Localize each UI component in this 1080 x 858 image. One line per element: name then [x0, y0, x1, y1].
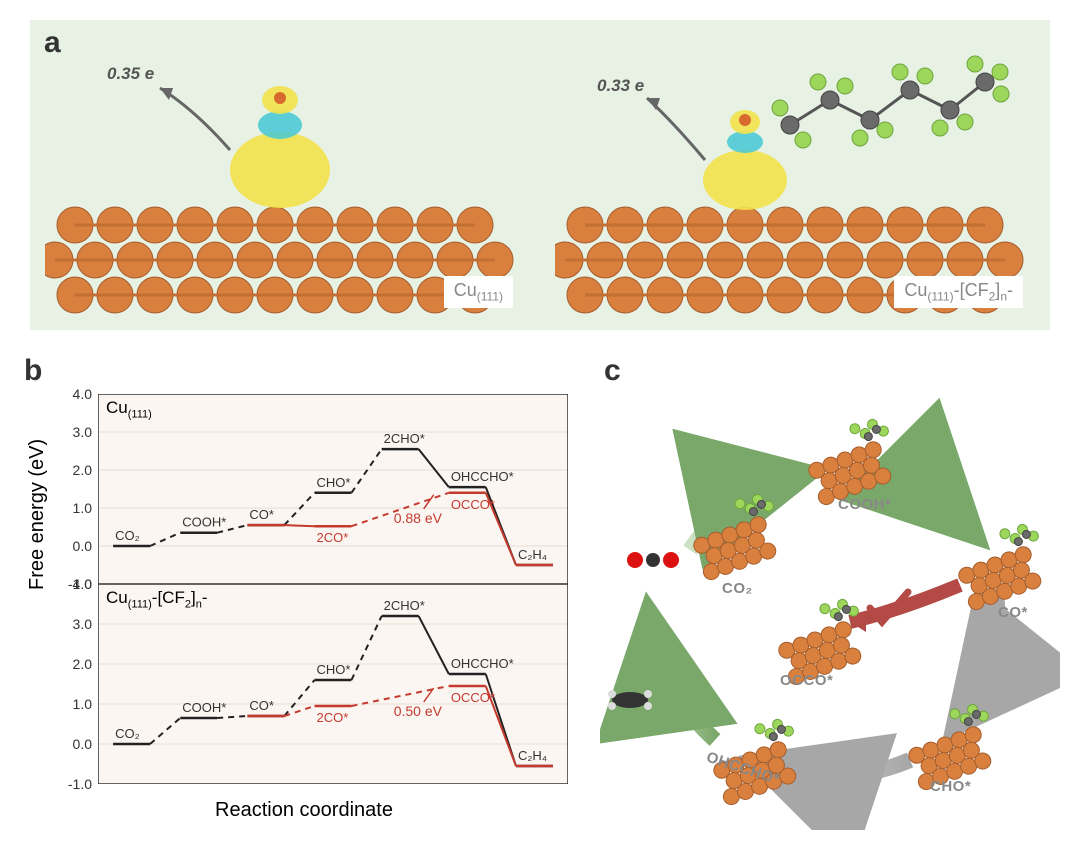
svg-text:2CO*: 2CO*	[317, 710, 349, 725]
badge-text: Cu(111)-[CF2]n-	[904, 280, 1013, 300]
panel-b: b Free energy (eV) Reaction coordinate -…	[24, 360, 584, 830]
svg-text:CO*: CO*	[249, 507, 274, 522]
svg-text:C₂H₄: C₂H₄	[518, 547, 547, 562]
panel-a-right: 0.33 e Cu(111)-[CF2]n-	[555, 30, 1035, 320]
svg-text:0.88 eV: 0.88 eV	[394, 510, 443, 526]
cycle-label-cho: CHO*	[930, 778, 971, 795]
svg-text:COOH*: COOH*	[182, 515, 226, 530]
panel-a: a 0.35 e Cu(111)	[30, 20, 1050, 330]
svg-text:CHO*: CHO*	[317, 662, 351, 677]
charge-label-right: 0.33 e	[597, 76, 644, 96]
cycle-label-co2: CO₂	[722, 580, 753, 597]
svg-text:CHO*: CHO*	[317, 475, 351, 490]
svg-text:2CO*: 2CO*	[317, 530, 349, 545]
free-energy-chart-bottom: -1.00.01.02.03.04.0CO₂COOH*CO*CHO*2CHO*O…	[98, 584, 568, 784]
svg-text:0.50 eV: 0.50 eV	[394, 703, 443, 719]
free-energy-chart-top: -1.00.01.02.03.04.0CO₂COOH*CO*CHO*2CHO*O…	[98, 394, 568, 584]
svg-text:CO₂: CO₂	[115, 528, 140, 543]
surface-badge-left: Cu(111)	[444, 276, 513, 308]
co2-icon	[627, 552, 679, 568]
panel-b-label: b	[24, 354, 42, 388]
svg-text:2CHO*: 2CHO*	[384, 598, 425, 613]
reaction-cycle	[600, 360, 1060, 830]
y-axis-label: Free energy (eV)	[26, 439, 49, 590]
x-axis-label: Reaction coordinate	[215, 799, 393, 822]
surface-badge-right: Cu(111)-[CF2]n-	[894, 276, 1023, 308]
svg-text:OHCCHO*: OHCCHO*	[451, 656, 514, 671]
svg-text:C₂H₄: C₂H₄	[518, 748, 547, 763]
panel-c: c	[600, 360, 1060, 830]
svg-text:CO*: CO*	[249, 698, 274, 713]
svg-text:CO₂: CO₂	[115, 726, 140, 741]
cycle-label-occo: OCCO*	[780, 672, 833, 689]
cycle-label-cooh: COOH*	[838, 496, 891, 513]
svg-text:OHCCHO*: OHCCHO*	[451, 469, 514, 484]
svg-text:2CHO*: 2CHO*	[384, 431, 425, 446]
cycle-label-co: CO*	[998, 604, 1028, 621]
c2h4-icon	[608, 690, 652, 710]
charge-label-left: 0.35 e	[107, 64, 154, 84]
panel-a-left: 0.35 e Cu(111)	[45, 30, 525, 320]
panel-c-label: c	[604, 354, 621, 388]
badge-text: Cu(111)	[454, 280, 503, 300]
svg-text:COOH*: COOH*	[182, 700, 226, 715]
